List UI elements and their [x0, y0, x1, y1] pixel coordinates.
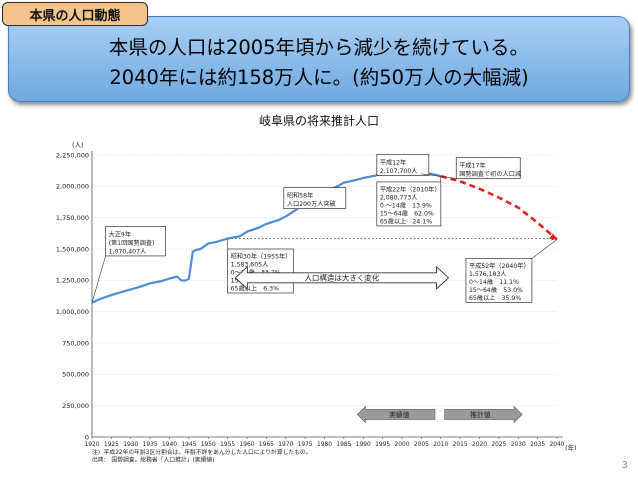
- callout-box-heisei52: [465, 258, 533, 303]
- callout-text-heisei22: 平成22年（2010年）: [380, 186, 441, 194]
- page-number: 3: [621, 460, 628, 471]
- callout-text-showa30: 1,583,605人: [231, 262, 269, 269]
- callout-text-heisei52: 0～14歳 11.1%: [469, 278, 519, 286]
- callout-text-showa30: 65歳以上 6.3%: [231, 285, 279, 293]
- callout-text-heisei17: 国勢調査で初の人口減: [459, 170, 522, 178]
- x-tick-label: 1990: [356, 442, 371, 448]
- x-tick-label: 1975: [298, 442, 313, 448]
- x-tick-label: 1970: [278, 442, 293, 448]
- callout-text-heisei22: 65歳以上 24.1%: [380, 218, 432, 226]
- section-tag: 本県の人口動態: [2, 2, 148, 26]
- callout-text-heisei12: 平成12年: [380, 158, 406, 166]
- x-tick-label: 2020: [472, 442, 487, 448]
- x-tick-label: 2035: [530, 442, 545, 448]
- callout-text-taisho9: 1,070,407人: [109, 248, 147, 255]
- callout-text-heisei52: 1,576,183人: [469, 271, 507, 278]
- x-tick-label: 1985: [336, 442, 351, 448]
- callout-text-showa58: 昭和58年: [287, 192, 313, 200]
- callout-text-showa30: 昭和30年（1955年）: [231, 253, 292, 261]
- y-tick-label: 1,000,000: [56, 308, 89, 316]
- y-tick-label: 2,250,000: [56, 151, 89, 159]
- x-tick-label: 1925: [104, 442, 119, 448]
- y-tick-label: 2,000,000: [56, 183, 89, 191]
- x-tick-label: 2010: [433, 442, 448, 448]
- x-tick-label: 1965: [259, 442, 274, 448]
- x-tick-label: 1955: [220, 442, 235, 448]
- x-tick-label: 2025: [491, 442, 506, 448]
- x-tick-label: 1930: [123, 442, 138, 448]
- chart-note: 出典: 国勢調査，総務省「人口推計」(実績値): [92, 456, 214, 464]
- x-tick-label: 1920: [85, 442, 100, 448]
- x-tick-label: 1995: [375, 442, 390, 448]
- x-tick-label: 2000: [395, 442, 410, 448]
- series-line-projection: [440, 174, 558, 241]
- headline-line-2: 2040年には約158万人に。(約50万人の大幅減): [109, 66, 529, 89]
- callout-leader-heisei17: [421, 173, 457, 179]
- callout-text-heisei52: 平成52年（2040年）: [469, 262, 530, 270]
- callout-text-showa58: 人口200万人突破: [287, 200, 336, 208]
- y-axis-label: (人): [72, 141, 84, 149]
- callout-box-showa58: [283, 187, 347, 209]
- callout-box-showa30: [227, 248, 294, 294]
- x-tick-label: 2015: [453, 442, 468, 448]
- callout-box-heisei22: [376, 181, 442, 227]
- x-tick-label: 1945: [181, 442, 196, 448]
- y-tick-label: 0: [85, 433, 89, 441]
- chart-title: 岐阜県の将来推計人口: [258, 114, 379, 128]
- x-tick-label: 1980: [317, 442, 332, 448]
- chart-note: 注）平成22年の年齢3区分割合は，年齢不詳をあん分した人口により計算したもの。: [92, 448, 312, 456]
- projection-label: 推計値: [470, 410, 491, 419]
- callout-text-heisei22: 0 ～14歳 13.9%: [380, 202, 432, 210]
- callout-text-heisei17: 平成17年: [459, 161, 485, 169]
- y-tick-label: 1,750,000: [56, 214, 89, 222]
- callout-text-heisei12: 2,107,700人: [380, 168, 418, 175]
- callout-text-heisei52: 15～64歳 53.0%: [469, 286, 523, 294]
- y-tick-label: 250,000: [62, 402, 89, 410]
- headline-banner: 本県の人口は2005年頃から減少を続けている。 2040年には約158万人に。(…: [8, 16, 630, 102]
- callout-leader-taisho9: [91, 255, 106, 303]
- headline-line-1: 本県の人口は2005年頃から減少を続けている。: [108, 36, 530, 59]
- callout-text-heisei22: 15～64歳 62.0%: [380, 210, 434, 218]
- callout-text-heisei52: 65歳以上 35.9%: [469, 294, 521, 302]
- actual-label: 実績値: [389, 410, 410, 419]
- x-tick-label: 1950: [201, 442, 216, 448]
- x-tick-label: 2005: [414, 442, 429, 448]
- data-point: [537, 222, 538, 223]
- callout-text-taisho9: 大正9年: [109, 230, 132, 238]
- x-tick-label: 1935: [143, 442, 158, 448]
- x-axis-label: (年): [565, 443, 577, 452]
- callout-box-heisei12: [376, 154, 430, 176]
- callout-box-taisho9: [105, 226, 166, 257]
- x-tick-label: 2030: [511, 442, 526, 448]
- x-tick-label: 1960: [240, 442, 255, 448]
- y-tick-label: 1,250,000: [56, 277, 89, 285]
- structure-change-arrow: [234, 265, 450, 290]
- callout-box-heisei17: [455, 157, 521, 179]
- callout-text-heisei22: 2,080,773人: [380, 195, 418, 202]
- y-tick-label: 1,500,000: [56, 245, 89, 253]
- projection-arrow: [444, 405, 523, 424]
- y-tick-label: 500,000: [62, 371, 89, 379]
- callout-leader-heisei52: [531, 239, 558, 259]
- projection-arrowhead: [549, 233, 557, 240]
- structure-change-label: 人口構造は大きく変化: [304, 272, 379, 282]
- x-tick-label: 2040: [550, 442, 565, 448]
- callout-text-taisho9: (第1回国勢調査): [109, 239, 155, 247]
- actual-arrow: [357, 405, 436, 424]
- y-tick-label: 750,000: [62, 339, 89, 347]
- x-tick-label: 1940: [162, 442, 177, 448]
